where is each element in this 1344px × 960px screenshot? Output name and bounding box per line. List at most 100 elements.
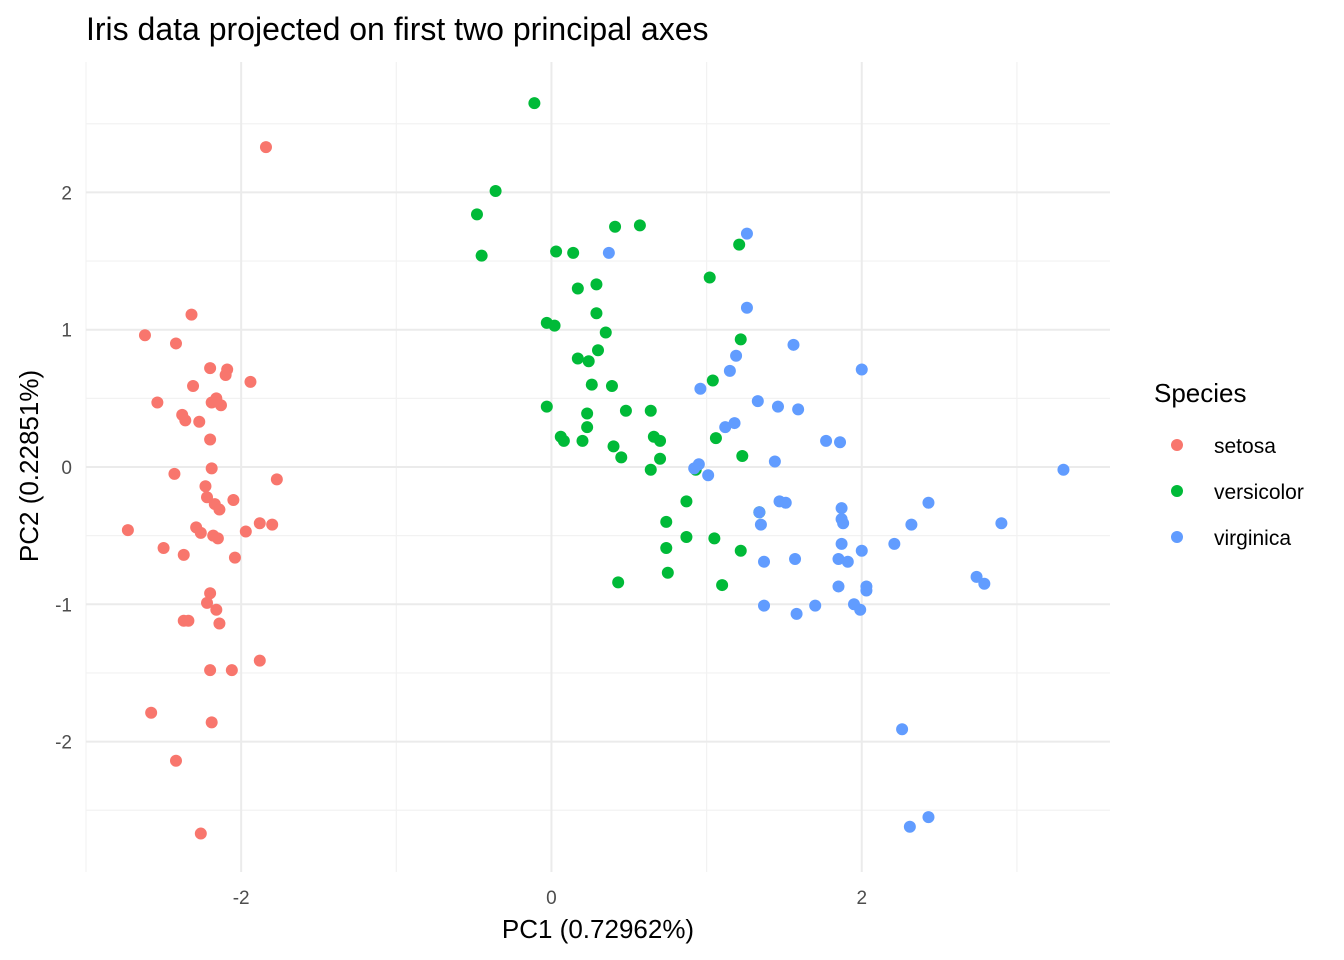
y-tick-label: -1: [55, 595, 72, 616]
point-setosa: [204, 664, 217, 677]
point-virginica: [740, 227, 753, 240]
point-virginica: [753, 506, 766, 519]
point-virginica: [792, 403, 805, 416]
point-setosa: [145, 706, 158, 719]
point-versicolor: [470, 208, 483, 221]
y-tick-label: 1: [61, 321, 72, 342]
point-versicolor: [489, 185, 502, 198]
point-versicolor: [585, 378, 598, 391]
point-virginica: [787, 338, 800, 351]
legend-label-versicolor: versicolor: [1214, 481, 1304, 504]
point-versicolor: [734, 544, 747, 557]
point-virginica: [922, 496, 935, 509]
point-versicolor: [581, 421, 594, 434]
legend: Species setosa versicolor virginica: [1154, 378, 1304, 550]
point-versicolor: [576, 434, 589, 447]
legend-label-virginica: virginica: [1214, 527, 1291, 550]
point-setosa: [121, 524, 134, 537]
point-setosa: [213, 503, 226, 516]
point-virginica: [751, 395, 764, 408]
point-setosa: [179, 414, 192, 427]
point-setosa: [253, 517, 266, 530]
grid-major: [86, 62, 1110, 872]
point-setosa: [177, 548, 190, 561]
point-versicolor: [680, 495, 693, 508]
point-setosa: [194, 827, 207, 840]
legend-key-versicolor: [1171, 485, 1183, 497]
point-versicolor: [605, 380, 618, 392]
point-versicolor: [590, 278, 603, 291]
point-virginica: [758, 555, 771, 568]
point-virginica: [922, 811, 935, 824]
legend-label-setosa: setosa: [1214, 435, 1276, 458]
point-virginica: [602, 246, 615, 259]
point-setosa: [182, 614, 195, 627]
point-setosa: [193, 415, 206, 428]
point-virginica: [860, 584, 873, 597]
x-tick-label: -2: [233, 888, 250, 909]
point-setosa: [227, 493, 240, 506]
point-setosa: [199, 480, 212, 493]
y-axis-ticks: -2 -1 0 1 2: [55, 183, 72, 753]
point-virginica: [995, 517, 1008, 530]
point-versicolor: [703, 271, 716, 284]
y-tick-label: 0: [61, 458, 72, 479]
point-virginica: [820, 434, 833, 447]
point-setosa: [259, 141, 272, 154]
x-axis-title: PC1 (0.72962%): [502, 914, 694, 944]
point-setosa: [157, 542, 170, 554]
point-versicolor: [654, 434, 667, 447]
point-virginica: [702, 469, 715, 482]
point-setosa: [253, 654, 266, 667]
point-virginica: [834, 436, 847, 449]
point-virginica: [723, 364, 736, 377]
y-axis-title: PC2 (0.22851%): [14, 370, 44, 562]
point-versicolor: [607, 440, 620, 453]
point-versicolor: [609, 220, 622, 233]
point-setosa: [151, 396, 164, 409]
point-versicolor: [582, 355, 595, 368]
data-points: [121, 97, 1070, 840]
point-versicolor: [633, 219, 646, 232]
point-virginica: [854, 603, 867, 616]
x-axis-ticks: -2 0 2: [233, 888, 867, 909]
point-setosa: [205, 396, 218, 409]
point-versicolor: [644, 404, 657, 417]
point-virginica: [809, 599, 822, 612]
point-setosa: [168, 467, 181, 480]
point-versicolor: [661, 566, 674, 579]
point-versicolor: [571, 352, 584, 365]
grid-minor: [85, 62, 1110, 872]
legend-key-virginica: [1171, 531, 1183, 543]
point-virginica: [832, 580, 845, 593]
point-setosa: [169, 337, 182, 350]
point-virginica: [730, 349, 743, 362]
point-virginica: [768, 455, 781, 468]
point-setosa: [204, 587, 217, 600]
point-versicolor: [619, 404, 632, 417]
x-tick-label: 0: [546, 888, 557, 909]
point-versicolor: [528, 97, 541, 110]
point-versicolor: [567, 246, 580, 259]
point-virginica: [790, 607, 803, 620]
point-virginica: [905, 518, 918, 531]
y-tick-label: -2: [55, 733, 72, 754]
point-setosa: [244, 375, 257, 388]
point-setosa: [210, 603, 223, 616]
point-virginica: [835, 502, 848, 515]
point-virginica: [832, 552, 845, 565]
point-versicolor: [654, 452, 667, 465]
legend-key-setosa: [1171, 439, 1183, 451]
point-virginica: [719, 421, 732, 434]
point-setosa: [169, 754, 182, 767]
point-setosa: [204, 362, 217, 375]
point-virginica: [888, 537, 901, 550]
point-versicolor: [736, 450, 749, 463]
point-virginica: [694, 382, 707, 395]
point-setosa: [239, 525, 252, 538]
legend-title: Species: [1154, 378, 1247, 408]
point-virginica: [1057, 463, 1070, 476]
point-virginica: [896, 723, 909, 736]
point-versicolor: [716, 579, 729, 592]
